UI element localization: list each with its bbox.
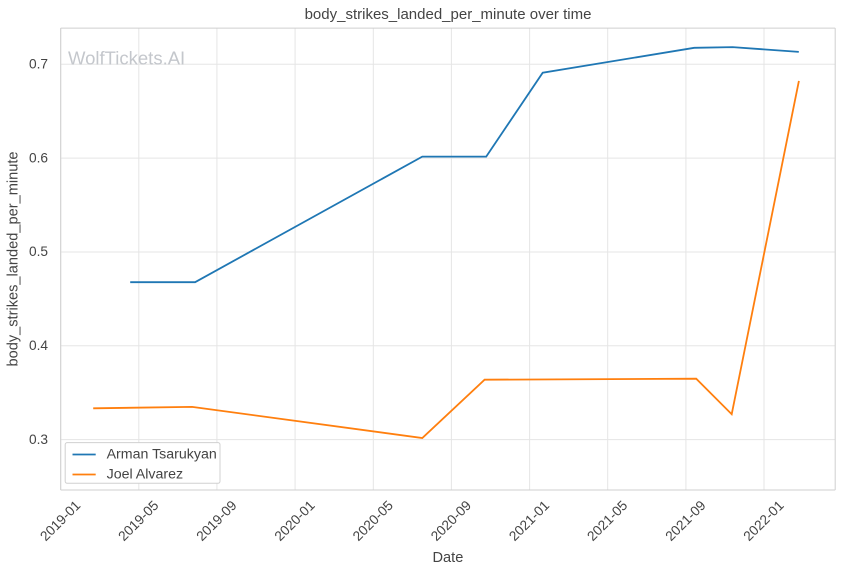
svg-text:2020-05: 2020-05	[350, 497, 396, 543]
svg-text:Joel Alvarez: Joel Alvarez	[107, 467, 184, 483]
svg-text:2019-05: 2019-05	[115, 497, 161, 543]
svg-text:2022-01: 2022-01	[741, 498, 787, 544]
svg-text:0.5: 0.5	[29, 244, 48, 259]
svg-text:0.6: 0.6	[29, 150, 48, 165]
svg-text:Arman Tsarukyan: Arman Tsarukyan	[107, 447, 217, 463]
svg-text:2021-01: 2021-01	[506, 498, 552, 544]
svg-text:WolfTickets.AI: WolfTickets.AI	[68, 48, 185, 69]
svg-text:0.7: 0.7	[29, 57, 48, 72]
svg-text:2020-09: 2020-09	[428, 498, 474, 544]
svg-text:2019-09: 2019-09	[193, 498, 239, 544]
svg-text:0.3: 0.3	[29, 432, 48, 447]
svg-text:2020-01: 2020-01	[272, 498, 318, 544]
svg-text:Date: Date	[432, 550, 463, 566]
svg-text:2021-09: 2021-09	[662, 498, 708, 544]
svg-text:2019-01: 2019-01	[37, 498, 83, 544]
svg-text:0.4: 0.4	[29, 338, 48, 353]
svg-text:body_strikes_landed_per_minute: body_strikes_landed_per_minute	[6, 152, 22, 367]
svg-text:2021-05: 2021-05	[584, 497, 630, 543]
